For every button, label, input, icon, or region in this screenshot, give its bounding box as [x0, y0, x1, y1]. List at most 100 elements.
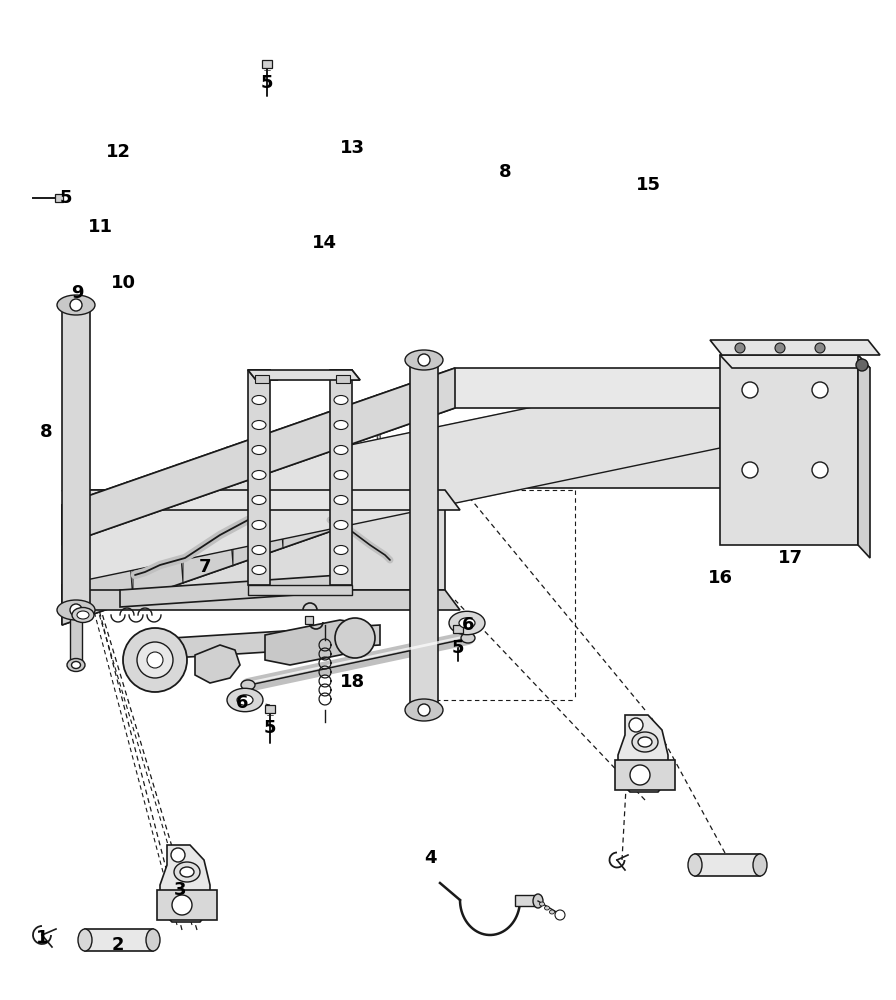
Ellipse shape [57, 295, 95, 315]
Circle shape [629, 718, 643, 732]
Ellipse shape [252, 520, 266, 530]
Ellipse shape [549, 910, 555, 914]
Ellipse shape [449, 611, 485, 635]
Ellipse shape [72, 607, 94, 622]
Ellipse shape [688, 854, 702, 876]
Circle shape [815, 343, 825, 353]
Bar [615, 760, 675, 790]
Circle shape [856, 359, 868, 371]
Text: 17: 17 [778, 549, 803, 567]
Ellipse shape [334, 395, 348, 404]
Text: 4: 4 [424, 849, 436, 867]
Ellipse shape [252, 471, 266, 480]
Bar [55, 194, 63, 202]
Ellipse shape [252, 395, 266, 404]
Polygon shape [62, 368, 855, 545]
Bar [305, 616, 313, 624]
Text: 3: 3 [174, 881, 186, 899]
Bar [515, 895, 537, 906]
Ellipse shape [753, 854, 767, 876]
Circle shape [812, 462, 828, 478]
Polygon shape [277, 429, 283, 549]
Polygon shape [62, 368, 720, 585]
Text: 8: 8 [499, 163, 512, 181]
Ellipse shape [252, 495, 266, 504]
Circle shape [630, 765, 650, 785]
Circle shape [742, 382, 758, 398]
Polygon shape [62, 368, 455, 545]
Ellipse shape [67, 658, 85, 672]
Ellipse shape [461, 633, 475, 643]
Text: 2: 2 [112, 936, 125, 954]
Polygon shape [248, 370, 278, 380]
Ellipse shape [70, 299, 82, 311]
Ellipse shape [78, 929, 92, 951]
Ellipse shape [72, 662, 81, 668]
Circle shape [123, 628, 187, 692]
Text: 5: 5 [263, 719, 276, 737]
Polygon shape [427, 377, 433, 497]
Text: 5: 5 [452, 639, 464, 657]
Polygon shape [710, 340, 880, 355]
Polygon shape [70, 610, 82, 665]
Polygon shape [195, 645, 240, 683]
Ellipse shape [405, 699, 443, 721]
Polygon shape [65, 490, 445, 590]
Ellipse shape [459, 618, 475, 628]
Bar [336, 375, 350, 383]
Circle shape [335, 618, 375, 658]
Polygon shape [62, 305, 90, 610]
Ellipse shape [533, 894, 543, 908]
Ellipse shape [539, 902, 545, 906]
Polygon shape [327, 412, 333, 532]
Text: 1: 1 [36, 929, 48, 947]
Polygon shape [695, 854, 760, 876]
Text: 6: 6 [461, 616, 474, 634]
Ellipse shape [334, 471, 348, 480]
Text: 5: 5 [60, 189, 73, 207]
Ellipse shape [632, 732, 658, 752]
Ellipse shape [227, 688, 263, 712]
Ellipse shape [57, 600, 95, 620]
Polygon shape [410, 360, 438, 710]
Polygon shape [65, 490, 460, 510]
Circle shape [735, 343, 745, 353]
Text: 8: 8 [39, 423, 52, 441]
Polygon shape [330, 370, 360, 380]
Circle shape [555, 910, 565, 920]
Polygon shape [265, 620, 370, 665]
Polygon shape [65, 590, 460, 610]
Circle shape [775, 343, 785, 353]
Text: 10: 10 [110, 274, 135, 292]
Polygon shape [62, 448, 455, 625]
Text: 16: 16 [708, 569, 733, 587]
Ellipse shape [638, 737, 652, 747]
Text: 5: 5 [261, 74, 273, 92]
Ellipse shape [334, 546, 348, 554]
Circle shape [742, 462, 758, 478]
Polygon shape [120, 575, 340, 607]
Text: 14: 14 [312, 234, 337, 252]
Ellipse shape [418, 354, 430, 366]
Bar [262, 60, 272, 68]
Polygon shape [720, 355, 858, 545]
Ellipse shape [77, 611, 89, 619]
Ellipse shape [252, 546, 266, 554]
Text: 7: 7 [199, 558, 211, 576]
Text: 12: 12 [106, 143, 131, 161]
Circle shape [171, 848, 185, 862]
Polygon shape [720, 355, 870, 368]
Text: 11: 11 [88, 218, 113, 236]
Ellipse shape [174, 862, 200, 882]
Polygon shape [140, 625, 380, 660]
Text: 15: 15 [635, 176, 660, 194]
Ellipse shape [334, 446, 348, 454]
Polygon shape [62, 448, 855, 625]
Ellipse shape [70, 604, 82, 616]
Text: 6: 6 [236, 694, 248, 712]
Bar [265, 705, 275, 713]
Polygon shape [65, 490, 82, 610]
Ellipse shape [180, 867, 194, 877]
Circle shape [147, 652, 163, 668]
Text: 13: 13 [340, 139, 365, 157]
